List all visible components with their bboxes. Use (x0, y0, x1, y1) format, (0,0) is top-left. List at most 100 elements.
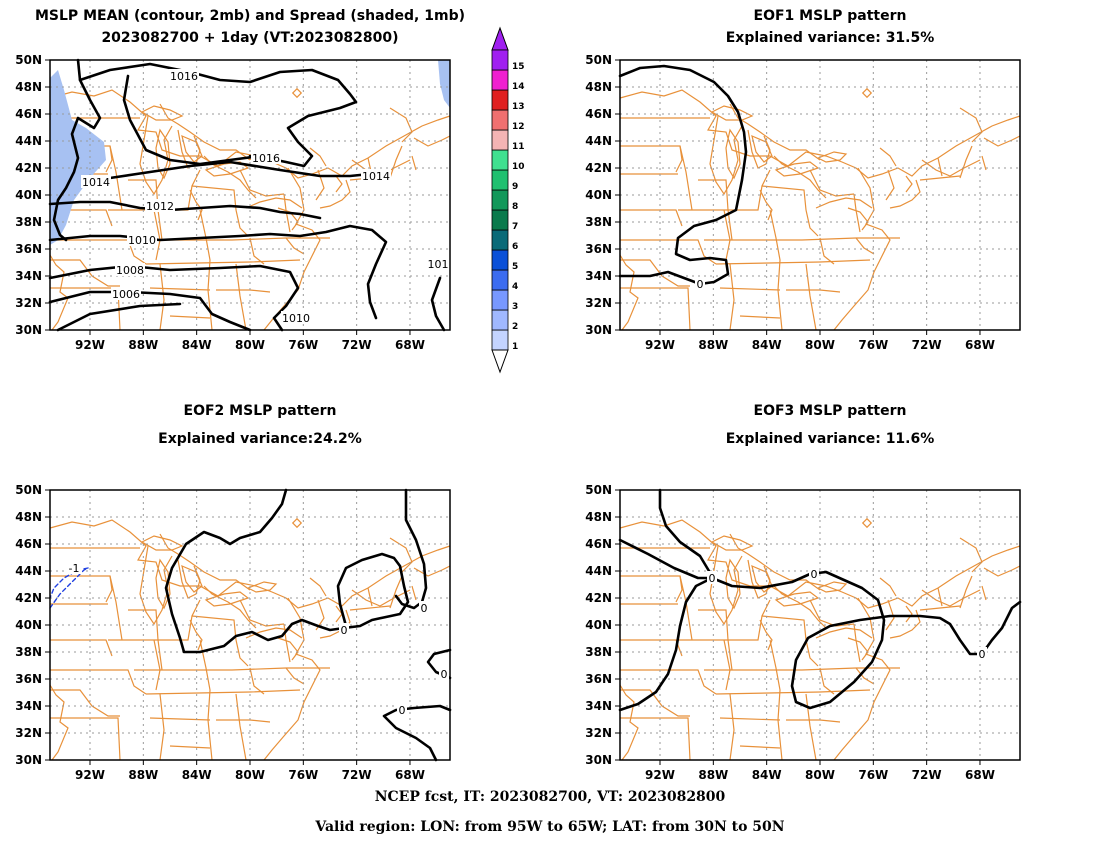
title-line-1: EOF3 MSLP pattern (753, 403, 907, 419)
lon-tick-label: 88W (128, 768, 158, 782)
state-border (50, 717, 121, 761)
lat-tick-label: 46N (15, 107, 42, 121)
contour-line (164, 488, 410, 654)
contour-line (48, 200, 322, 220)
coastline (139, 115, 173, 196)
coastline (245, 197, 303, 209)
state-border (719, 287, 781, 291)
contour-label-bg (66, 561, 82, 574)
great-lake-outline (181, 134, 203, 163)
state-border (239, 169, 285, 197)
state-border (128, 179, 163, 241)
lon-tick-label: 72W (912, 768, 942, 782)
contour-line (49, 567, 89, 609)
coastline (833, 167, 891, 331)
title-line-1: EOF2 MSLP pattern (183, 403, 337, 419)
lat-tick-label: 34N (585, 699, 612, 713)
state-border (620, 639, 683, 657)
great-lake-outline (140, 105, 184, 121)
state-border (855, 667, 875, 685)
lat-tick-label: 44N (585, 564, 612, 578)
state-border (981, 155, 987, 171)
coastline (773, 155, 827, 199)
state-border (620, 209, 683, 227)
contour-label: -1 (69, 562, 80, 575)
state-border (235, 209, 249, 237)
lon-tick-label: 88W (128, 338, 158, 352)
colorbar-label: 4 (512, 282, 518, 292)
lon-tick-label: 80W (805, 338, 835, 352)
lat-tick-label: 38N (15, 215, 42, 229)
lat-tick-label: 42N (585, 591, 612, 605)
lat-tick-label: 38N (585, 645, 612, 659)
state-border (169, 315, 211, 319)
colorbar-segment (491, 229, 509, 251)
colorbar-label: 11 (512, 142, 525, 152)
great-lake-outline (710, 535, 754, 551)
state-border (620, 669, 717, 695)
state-border (885, 599, 895, 631)
state-border (805, 263, 817, 331)
coastline (351, 589, 411, 607)
colorbar-label: 1 (512, 342, 518, 352)
contour-label-bg (977, 647, 987, 660)
state-border (729, 693, 735, 761)
colorbar-label: 13 (512, 102, 525, 112)
panel-title-mean: MSLP MEAN (contour, 2mb) and Spread (sha… (0, 8, 500, 46)
state-border (853, 193, 861, 233)
contour-label-bg (707, 571, 717, 584)
state-border (159, 693, 165, 761)
coastline (319, 179, 351, 209)
contour-lines (618, 64, 748, 286)
lon-tick-label: 72W (342, 768, 372, 782)
state-border (704, 667, 900, 671)
state-border (959, 575, 973, 609)
contour-label-bg (111, 287, 141, 300)
lat-tick-label: 50N (585, 483, 612, 497)
lat-tick-label: 36N (15, 672, 42, 686)
title-line-1: MSLP MEAN (contour, 2mb) and Spread (sha… (35, 8, 465, 24)
state-border (805, 209, 819, 237)
great-lake-outline (155, 128, 171, 180)
coastline (815, 197, 873, 209)
great-lake-outline (725, 128, 741, 180)
lat-tick-label: 40N (585, 618, 612, 632)
lat-tick-label: 34N (15, 269, 42, 283)
coastline (921, 159, 981, 177)
lon-tick-label: 72W (912, 338, 942, 352)
coastline (189, 189, 203, 221)
spread-area (438, 60, 450, 108)
lat-tick-label: 48N (585, 80, 612, 94)
contour-line (48, 290, 252, 332)
lat-tick-label: 40N (585, 188, 612, 202)
coastline (413, 565, 451, 577)
state-border (805, 639, 819, 667)
lon-tick-label: 92W (645, 338, 675, 352)
state-border (159, 263, 165, 331)
contour-label-bg (115, 263, 145, 276)
lon-tick-label: 80W (235, 768, 265, 782)
contour-line (394, 488, 428, 610)
state-border (959, 145, 973, 179)
contour-label-bg (426, 257, 450, 270)
state-border (128, 609, 163, 671)
coastline (413, 135, 451, 147)
map-panel-eof3: 0 0 0 50N 48N 46N 44N 42N 40N 38N 36N 34N 32N 30N 92W 8… (585, 483, 1022, 782)
contour-label-bg (145, 199, 175, 212)
lat-tick-label: 32N (585, 296, 612, 310)
lat-tick-label: 42N (15, 161, 42, 175)
coastline (921, 589, 981, 607)
lat-tick-label: 46N (585, 537, 612, 551)
great-lake-outline (751, 564, 773, 593)
colorbar-segment (491, 189, 509, 211)
graticule (620, 60, 1020, 330)
coastline (759, 189, 773, 221)
coastline (959, 107, 983, 143)
contour-label: 1012 (146, 200, 174, 213)
coastline (159, 533, 251, 591)
colorbar-segment (491, 289, 509, 311)
graticule (50, 490, 450, 760)
great-lake-outline (140, 535, 184, 551)
state-border (620, 287, 691, 331)
